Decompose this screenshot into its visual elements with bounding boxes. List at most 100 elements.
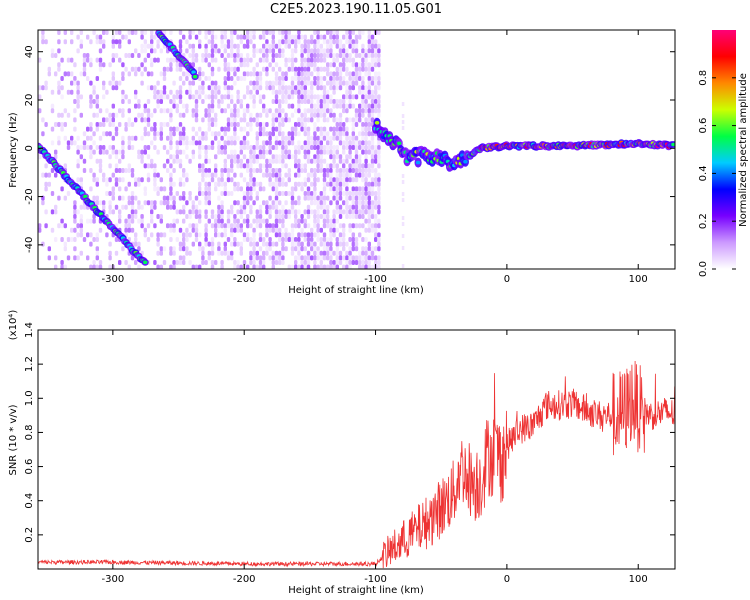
spectrogram-noise-cell <box>335 39 339 45</box>
spectrogram-noise-cell <box>236 48 240 54</box>
spectrogram-noise-cell <box>60 260 64 265</box>
spectrogram-noise-cell <box>348 76 352 81</box>
spectrogram-noise-cell <box>370 66 375 72</box>
spectrogram-noise-cell <box>370 53 375 58</box>
spectrogram-noise-cell <box>73 255 77 261</box>
spectrogram-noise-cell <box>76 145 80 150</box>
spectrogram-noise-cell <box>354 117 359 123</box>
spectrogram-noise-cell <box>153 200 157 206</box>
spectrogram-noise-cell <box>95 34 99 40</box>
spectrogram-noise-cell <box>198 264 202 269</box>
spectrogram-noise-cell <box>306 126 311 132</box>
spectrogram-noise-cell <box>278 218 282 224</box>
spectrogram-noise-cell <box>274 227 279 233</box>
spectrogram-noise-cell <box>274 214 279 219</box>
spectrogram-noise-cell <box>313 53 317 58</box>
spectrogram-noise-cell <box>278 39 282 45</box>
spectrogram-noise-cell <box>172 168 176 173</box>
spectrogram-noise-cell <box>258 131 263 137</box>
spectrogram-noise-cell <box>95 76 99 81</box>
spectrogram-noise-cell <box>335 168 339 173</box>
spectrogram-noise-cell <box>310 237 314 242</box>
spectrogram-noise-cell <box>105 232 109 238</box>
spectrogram-noise-cell <box>297 99 301 104</box>
spectrogram-noise-cell <box>172 223 176 229</box>
spectrogram-noise-cell <box>194 209 199 215</box>
spectrogram-noise-cell <box>361 76 365 81</box>
spectrogram-noise-cell <box>185 140 189 146</box>
spectrogram-noise-cell <box>252 237 256 242</box>
spectrogram-noise-cell <box>265 163 269 169</box>
spectrogram-noise-cell <box>82 237 87 242</box>
spectrogram-noise-cell <box>287 154 291 160</box>
spectrogram-noise-cell <box>108 80 112 86</box>
spectrogram-noise-cell <box>281 237 285 242</box>
spectrogram-noise-cell <box>220 223 224 229</box>
x-tick-label: 100 <box>629 274 648 285</box>
spectrogram-noise-cell <box>98 135 103 141</box>
spectrogram-noise-cell <box>287 34 291 40</box>
spectrogram-noise-cell <box>233 53 237 58</box>
spectrogram-noise-cell <box>332 223 336 229</box>
spectrogram-noise-cell <box>70 30 74 35</box>
spectrogram-noise-cell <box>166 57 170 63</box>
spectrogram-noise-cell <box>345 168 349 173</box>
spectrogram-noise-cell <box>162 232 167 238</box>
spectrogram-noise-cell <box>322 200 327 206</box>
spectrogram-noise-cell <box>230 34 234 40</box>
spectrogram-noise-cell <box>319 48 323 54</box>
spectrogram-noise-cell <box>246 232 250 238</box>
spectrogram-noise-cell <box>102 131 106 137</box>
spectrogram-noise-cell <box>111 112 115 118</box>
spectrogram-noise-cell <box>348 177 352 183</box>
spectrogram-noise-cell <box>367 218 371 224</box>
spectrogram-noise-cell <box>306 204 311 210</box>
spectrogram-noise-cell <box>401 234 405 238</box>
spectrogram-noise-cell <box>242 57 247 63</box>
spectrogram-noise-cell <box>127 195 131 201</box>
spectrogram-noise-cell <box>153 126 157 132</box>
spectrogram-noise-cell <box>102 172 106 178</box>
spectrogram-noise-cell <box>223 241 227 247</box>
spectrogram-noise-cell <box>201 168 205 173</box>
spectrogram-noise-cell <box>223 149 227 155</box>
spectrogram-noise-cell <box>326 131 330 137</box>
spectrogram-noise-cell <box>274 204 279 210</box>
x-tick-label: -200 <box>233 274 256 285</box>
spectrogram-noise-cell <box>306 241 311 247</box>
spectrogram-noise-cell <box>322 255 327 261</box>
spectrogram-noise-cell <box>217 131 221 137</box>
spectrogram-noise-cell <box>249 71 253 77</box>
spectrogram-noise-cell <box>294 181 298 187</box>
spectrogram-noise-cell <box>338 241 343 247</box>
spectrogram-noise-cell <box>342 66 346 72</box>
spectrogram-noise-cell <box>255 154 259 160</box>
spectrogram-noise-cell <box>92 131 96 137</box>
spectrogram-noise-cell <box>252 34 256 40</box>
spectrogram-noise-cell <box>153 89 157 95</box>
spectrogram-noise-cell <box>310 246 314 252</box>
spectrogram-noise-cell <box>201 99 205 104</box>
spectrogram-noise-cell <box>377 76 381 81</box>
spectrogram-noise-cell <box>223 181 227 187</box>
spectrogram-noise-cell <box>303 218 307 224</box>
spectrogram-noise-cell <box>303 108 307 114</box>
spectrogram-noise-cell <box>172 154 176 160</box>
spectrogram-noise-cell <box>319 66 323 72</box>
spectrogram-noise-cell <box>313 131 317 137</box>
spectrogram-noise-cell <box>50 168 55 173</box>
spectrogram-noise-cell <box>401 198 405 202</box>
spectrogram-noise-cell <box>316 71 320 77</box>
spectrogram-noise-cell <box>50 89 55 95</box>
spectrogram-noise-cell <box>310 62 314 68</box>
spectrogram-noise-cell <box>114 112 119 118</box>
spectrogram-noise-cell <box>351 80 355 86</box>
spectrogram-noise-cell <box>255 80 259 86</box>
spectrogram-noise-cell <box>233 126 237 132</box>
spectrogram-noise-cell <box>354 209 359 215</box>
spectrogram-noise-cell <box>127 108 131 114</box>
spectrogram-noise-cell <box>326 195 330 201</box>
spectrogram-noise-cell <box>290 223 295 229</box>
spectrogram-noise-cell <box>249 177 253 183</box>
spectrogram-noise-cell <box>169 227 173 233</box>
